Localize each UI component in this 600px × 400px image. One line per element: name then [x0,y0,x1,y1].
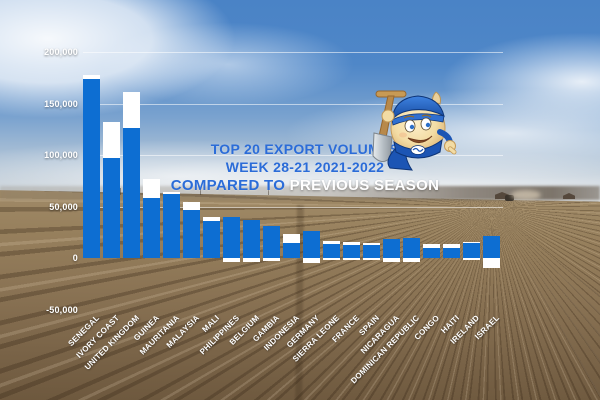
bar-current-united-kingdom [123,128,140,258]
bar-current-haiti [443,247,460,258]
y-axis-tick-0: 0 [72,253,78,263]
chart-title-line1: TOP 20 EXPORT VOLUMES [210,141,400,157]
farm-building [495,192,509,199]
mascot-smile [407,135,433,143]
bar-current-guinea [143,198,160,258]
dust-cloud [511,190,541,200]
gridline-150000 [83,103,503,105]
chart-title-line3: COMPARED TO PREVIOUS SEASON [171,177,439,194]
bar-current-france [343,244,360,258]
gridline-100000 [83,155,503,156]
y-axis-tick-100000: 100,000 [44,150,78,160]
sky-background [0,0,600,215]
chart-title-line3-highlight: PREVIOUS SEASON [289,177,440,194]
y-axis-tick--50000: -50,000 [46,304,78,315]
utility-pole [200,188,201,195]
bar-current-congo [423,248,440,258]
y-axis-tick-150000: 150,000 [44,98,78,109]
utility-pole [120,188,121,195]
mascot-body [381,91,457,171]
utility-pole [268,188,269,195]
bar-current-philippines [223,216,240,258]
mascot-scarf [393,138,443,159]
bar-current-dominican-republic [403,237,420,258]
bar-current-mauritania [163,194,180,258]
bar-current-gambia [263,226,280,258]
y-axis-tick-50000: 50,000 [49,201,78,212]
y-axis-tick-200000: 200,000 [44,47,78,57]
tractor [505,195,514,201]
gridline-50000 [83,206,503,208]
gridline-200000 [83,52,503,53]
onion-mascot [372,90,457,171]
chart-title-line2: WEEK 28-21 2021-2022 [225,159,385,175]
bar-current-malaysia [183,209,200,258]
bar-current-mali [203,220,220,258]
bar-current-indonesia [283,242,300,258]
mascot-hand-gripping [381,109,395,123]
bar-current-senegal [83,78,100,258]
farm-building [563,193,575,199]
bar-current-spain [363,245,380,258]
bar-previous-israel [483,257,500,268]
bar-current-israel [483,235,500,258]
chart-title-line3-prefix: COMPARED TO [170,177,290,194]
bar-current-ireland [463,243,480,258]
bar-current-germany [303,231,320,258]
bar-current-belgium [243,220,260,258]
bar-current-ivory-coast [103,158,120,258]
bar-current-sierra-leone [323,243,340,258]
bar-current-nicaragua [383,239,400,258]
